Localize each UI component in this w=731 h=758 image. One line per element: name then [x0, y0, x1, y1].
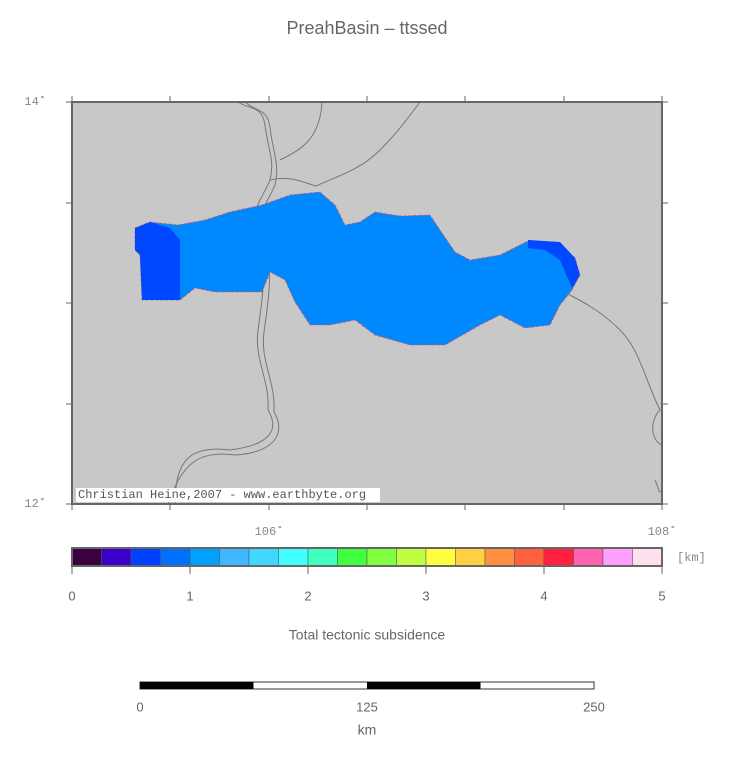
colorbar-swatch — [130, 547, 161, 567]
colorbar-swatch — [337, 547, 368, 567]
colorbar-swatch — [278, 547, 309, 567]
basin-deep-east — [528, 240, 580, 288]
colorbar-swatch — [484, 547, 515, 567]
scalebar-tick-label: 250 — [583, 699, 605, 714]
scalebar-ticks: 0 125 250 — [136, 699, 604, 714]
colorbar-swatch — [602, 547, 633, 567]
colorbar-tick-label: 4 — [540, 588, 547, 603]
lat-label: 12˚ — [24, 497, 46, 511]
scalebar-unit: km — [358, 722, 377, 738]
colorbar-swatch — [514, 547, 545, 567]
colorbar-swatch — [573, 547, 604, 567]
colorbar-swatch — [366, 547, 397, 567]
credit-box — [76, 488, 380, 502]
colorbar-swatch — [543, 547, 574, 567]
colorbar-tick-label: 0 — [68, 588, 75, 603]
colorbar-swatch — [101, 547, 132, 567]
basin — [134, 191, 581, 346]
title: PreahBasin – ttssed — [286, 18, 447, 38]
colorbar-tick-label: 5 — [658, 588, 665, 603]
scalebar-segment — [140, 682, 254, 689]
colorbar-frame — [71, 547, 663, 567]
colorbar-swatch — [160, 547, 191, 567]
colorbar-tick-label: 3 — [422, 588, 429, 603]
scalebar-tick-label: 0 — [136, 699, 143, 714]
colorbar-label: Total tectonic subsidence — [289, 627, 446, 643]
colorbar-swatch — [71, 547, 102, 567]
colorbar-tick-label: 2 — [304, 588, 311, 603]
lat-label: 14˚ — [24, 95, 46, 109]
colorbar-swatch — [307, 547, 338, 567]
credit: Christian Heine,2007 - www.earthbyte.org — [78, 488, 366, 502]
colorbar-swatch — [248, 547, 279, 567]
scalebar-segment — [367, 682, 481, 689]
colorbar: 0 1 2 3 4 5 — [68, 547, 666, 603]
rivers — [167, 101, 663, 505]
colorbar-unit: [km] — [677, 551, 706, 565]
colorbar-swatch — [632, 547, 663, 567]
lon-label: 106˚ — [255, 525, 284, 539]
colorbar-swatch — [455, 547, 486, 567]
colorbar-swatch — [425, 547, 456, 567]
colorbar-tick-label: 1 — [186, 588, 193, 603]
lon-label: 108˚ — [648, 525, 677, 539]
colorbar-swatch — [396, 547, 427, 567]
frame-ticks — [66, 96, 668, 510]
colorbar-swatch — [189, 547, 220, 567]
scalebar-tick-label: 125 — [356, 699, 378, 714]
basin-deep-west — [135, 222, 180, 300]
colorbar-swatch — [219, 547, 250, 567]
scalebar — [139, 681, 595, 690]
map: Christian Heine,2007 - www.earthbyte.org… — [24, 95, 676, 539]
